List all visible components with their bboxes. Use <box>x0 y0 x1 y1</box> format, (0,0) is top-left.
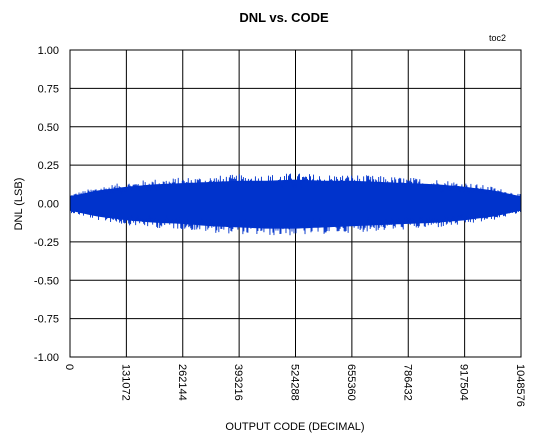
x-tick-label: 1048576 <box>514 364 526 407</box>
x-tick-label: 393216 <box>232 364 244 401</box>
x-tick-label: 0 <box>63 364 75 370</box>
series-line <box>69 173 522 236</box>
x-tick-label: 917504 <box>458 364 470 401</box>
plot-frame <box>69 49 522 358</box>
y-tick-label: -0.75 <box>34 314 59 326</box>
chart-annotation: toc2 <box>489 33 506 43</box>
y-tick-label: 0.25 <box>38 160 59 172</box>
y-axis-ticks: 1.00 0.75 0.50 0.25 0.00 -0.25 -0.50 -0.75 -1.00 <box>34 45 59 364</box>
x-tick-label: 786432 <box>401 364 413 401</box>
chart-title: DNL vs. CODE <box>239 10 329 25</box>
y-axis-label: DNL (LSB) <box>13 178 25 231</box>
data-series <box>69 173 522 236</box>
x-axis-label: OUTPUT CODE (DECIMAL) <box>225 421 364 433</box>
x-tick-label: 262144 <box>176 364 188 401</box>
y-tick-label: -0.25 <box>34 237 59 249</box>
y-tick-label: -0.50 <box>34 275 59 287</box>
y-tick-label: -1.00 <box>34 352 59 364</box>
y-tick-label: 1.00 <box>38 45 59 57</box>
x-tick-label: 524288 <box>289 364 301 401</box>
x-tick-label: 131072 <box>119 364 131 401</box>
y-tick-label: 0.75 <box>38 83 59 95</box>
y-tick-label: 0.50 <box>38 122 59 134</box>
y-tick-label: 0.00 <box>38 199 59 211</box>
x-axis-ticks: 0 131072 262144 393216 524288 655360 786432 917… <box>63 364 526 407</box>
x-tick-label: 655360 <box>345 364 357 401</box>
